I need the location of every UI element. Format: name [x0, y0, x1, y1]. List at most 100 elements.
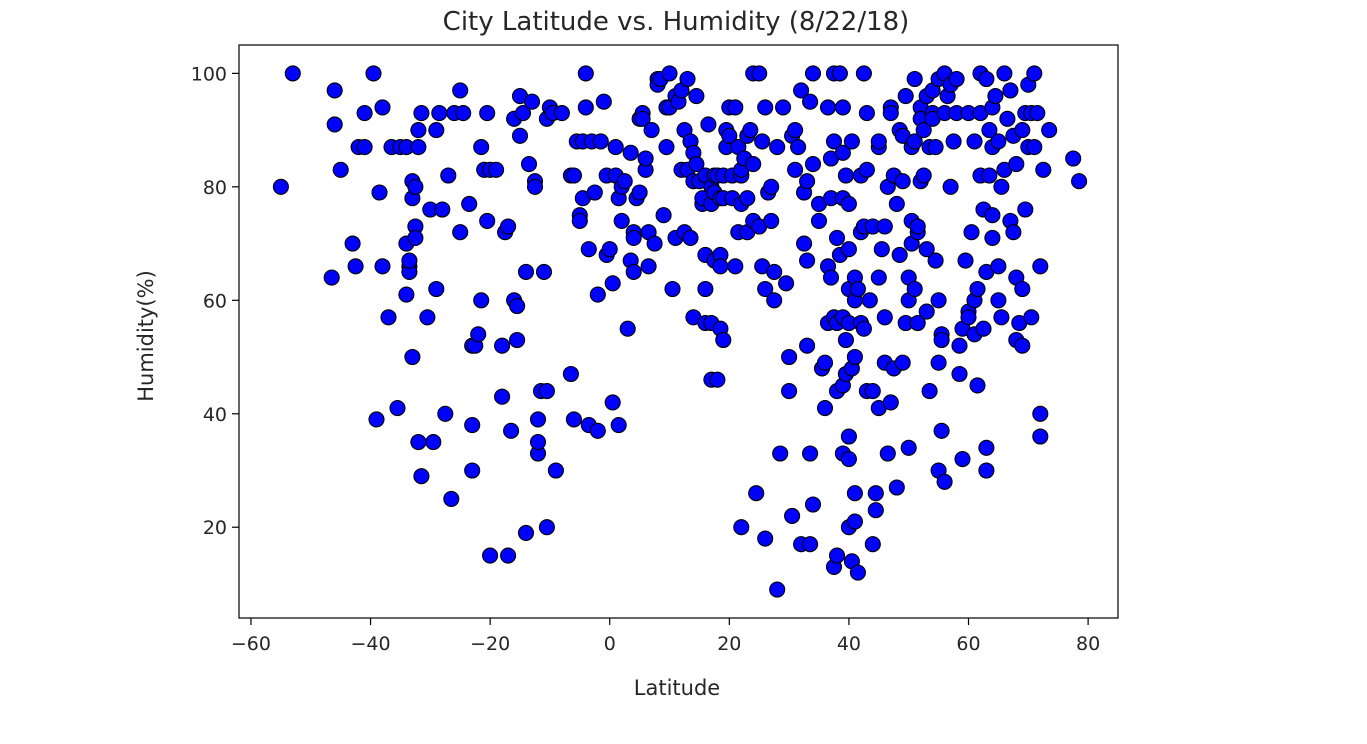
data-point: [452, 224, 469, 241]
data-point: [882, 105, 899, 122]
data-point: [888, 479, 905, 496]
data-point: [601, 241, 618, 258]
data-point: [616, 173, 633, 190]
x-tick-label: 40: [837, 633, 861, 655]
data-point: [712, 258, 729, 275]
data-point: [401, 252, 418, 269]
data-point: [840, 451, 857, 468]
data-point: [870, 269, 887, 286]
data-point: [538, 383, 555, 400]
data-point: [407, 178, 424, 195]
data-point: [790, 139, 807, 156]
data-point: [990, 133, 1007, 150]
data-point: [461, 195, 478, 212]
data-point: [1005, 224, 1022, 241]
data-point: [658, 139, 675, 156]
data-point: [1041, 122, 1058, 139]
data-point: [918, 241, 935, 258]
data-point: [804, 156, 822, 173]
data-point: [709, 371, 726, 388]
data-point: [715, 331, 732, 349]
x-tick-label: 80: [1076, 633, 1100, 655]
data-point: [428, 280, 445, 298]
data-point: [332, 161, 349, 178]
data-point: [981, 122, 998, 139]
data-point: [837, 167, 854, 184]
data-point: [772, 445, 789, 462]
x-axis: −60 −40 −20 0 20 40 60 80: [231, 618, 1100, 655]
data-point: [700, 116, 717, 133]
data-point: [413, 468, 430, 485]
x-axis-label: Latitude: [634, 676, 720, 700]
data-point: [846, 513, 863, 530]
data-point: [589, 286, 606, 303]
data-point: [326, 82, 343, 99]
data-point: [984, 207, 1001, 224]
data-point: [479, 105, 496, 122]
data-point: [1032, 405, 1049, 422]
data-point: [987, 88, 1004, 105]
data-point: [834, 144, 851, 161]
data-point: [455, 105, 472, 122]
data-point: [981, 167, 998, 184]
data-point: [781, 348, 798, 366]
data-point: [1071, 173, 1088, 190]
data-point: [993, 309, 1010, 326]
data-point: [1029, 105, 1046, 122]
data-point: [547, 462, 564, 479]
data-point: [565, 167, 582, 184]
data-point: [882, 394, 899, 411]
data-point: [864, 536, 881, 553]
data-point: [452, 82, 469, 99]
data-point: [960, 309, 977, 326]
data-point: [763, 178, 780, 195]
data-point: [482, 547, 499, 564]
data-point: [565, 411, 582, 428]
data-point: [969, 377, 986, 394]
data-point: [757, 280, 774, 298]
data-point: [855, 320, 872, 337]
data-point: [1065, 150, 1082, 167]
data-point: [867, 502, 884, 519]
data-point: [625, 229, 642, 246]
data-point: [419, 309, 436, 326]
data-point: [374, 258, 391, 275]
data-point: [509, 331, 526, 349]
data-point: [607, 139, 624, 156]
data-point: [589, 422, 606, 439]
data-point: [443, 490, 460, 507]
data-point: [840, 195, 857, 212]
data-point: [828, 547, 846, 564]
data-point: [849, 280, 866, 298]
data-point: [793, 82, 810, 99]
data-point: [526, 178, 544, 195]
data-point: [963, 224, 980, 241]
data-point: [404, 348, 421, 366]
data-point: [407, 229, 424, 246]
data-point: [799, 173, 816, 190]
data-point: [775, 99, 792, 116]
data-point: [864, 383, 881, 400]
data-point: [380, 309, 397, 326]
data-point: [819, 99, 837, 116]
data-point: [679, 70, 696, 88]
data-point: [1035, 161, 1052, 178]
data-point: [428, 122, 445, 139]
data-point: [918, 303, 935, 320]
data-point: [825, 133, 843, 150]
data-point: [437, 405, 454, 422]
data-point: [613, 212, 630, 229]
data-point: [763, 212, 780, 229]
data-point: [748, 485, 765, 502]
y-tick-label: 20: [203, 517, 227, 539]
data-point: [846, 348, 863, 366]
data-point: [766, 263, 783, 280]
data-point: [410, 434, 427, 451]
data-point: [915, 167, 932, 184]
data-point: [951, 337, 968, 354]
x-tick-label: −60: [231, 633, 271, 655]
data-point: [802, 445, 819, 462]
data-point: [990, 258, 1007, 275]
data-point: [867, 485, 884, 502]
